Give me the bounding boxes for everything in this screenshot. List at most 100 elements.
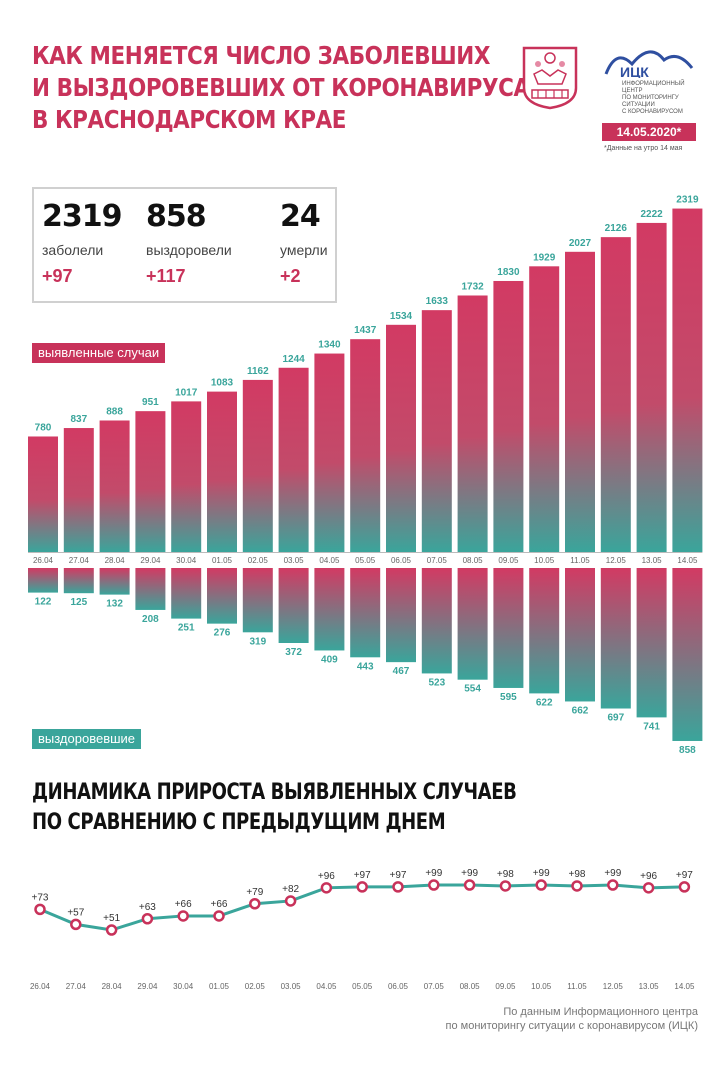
recovered-bar-02.05 xyxy=(242,568,273,633)
recovered-value-label: 858 xyxy=(679,745,696,756)
date-tick-label: 28.04 xyxy=(105,556,126,565)
recovered-bar-08.05 xyxy=(457,568,488,680)
cases-value-label: 2222 xyxy=(640,209,663,220)
date-tick-label: 11.05 xyxy=(570,556,590,565)
cases-bar-29.04 xyxy=(135,411,166,552)
growth-date-tick: 14.05 xyxy=(674,982,695,991)
cases-value-label: 1929 xyxy=(533,252,556,263)
cases-bars: 780 26.04 837 27.04 888 28.04 951 29.04 1017 30.0… xyxy=(28,195,703,565)
growth-point-14.05 xyxy=(678,881,691,893)
recovered-value-label: 208 xyxy=(142,614,159,625)
growth-point-03.05 xyxy=(284,895,297,907)
recovered-bar-11.05 xyxy=(565,568,595,702)
ick-logo: ИЦК Информационный центр по мониторингу … xyxy=(602,44,702,116)
recovered-bar-27.04 xyxy=(63,568,94,594)
date-tick-label: 01.05 xyxy=(212,556,233,565)
stat-deaths-delta: +2 xyxy=(280,266,301,286)
cases-value-label: 888 xyxy=(106,406,123,417)
growth-date-tick: 06.05 xyxy=(388,982,409,991)
source-note: По данным Информационного центра по мони… xyxy=(378,1005,698,1033)
cases-bar-10.05 xyxy=(529,266,560,552)
recovered-value-label: 523 xyxy=(428,677,445,688)
recovered-bar-05.05 xyxy=(350,568,381,658)
growth-point-12.05 xyxy=(607,879,619,891)
ick-org-name: Информационный центр по мониторингу ситу… xyxy=(622,81,702,116)
recovered-bar-14.05 xyxy=(672,568,703,741)
cases-value-label: 1830 xyxy=(497,267,520,278)
date-tick-label: 03.05 xyxy=(284,556,305,565)
date-tick-label: 07.05 xyxy=(427,556,448,565)
recovered-bar-01.05 xyxy=(207,568,237,624)
cases-bar-08.05 xyxy=(457,295,488,552)
stat-recovered-label: выздоровели xyxy=(146,242,232,258)
source-line-2: по мониторингу ситуации с коронавирусом … xyxy=(445,1020,698,1032)
recovered-bar-10.05 xyxy=(529,568,560,694)
growth-point-label: +96 xyxy=(640,871,657,882)
stat-recovered: 858 выздоровели +117 xyxy=(146,199,232,287)
cases-value-label: 2319 xyxy=(676,195,699,206)
growth-point-label: +66 xyxy=(211,899,228,910)
ick-org-line-2: по мониторингу ситуации xyxy=(622,95,679,108)
title-line-1: Как меняется число заболевших xyxy=(32,41,491,70)
cases-value-label: 780 xyxy=(35,422,52,433)
recovered-value-label: 132 xyxy=(106,599,123,610)
recovered-bar-03.05 xyxy=(278,568,309,643)
growth-point-11.05 xyxy=(571,880,583,892)
growth-point-01.05 xyxy=(213,910,225,922)
recovered-value-label: 319 xyxy=(249,636,266,647)
stat-deaths-label: умерли xyxy=(280,242,328,258)
growth-point-label: +98 xyxy=(497,869,514,880)
growth-point-27.04 xyxy=(70,918,82,931)
date-tick-label: 12.05 xyxy=(606,556,627,565)
growth-point-label: +57 xyxy=(67,907,84,918)
growth-date-tick: 10.05 xyxy=(531,982,552,991)
date-tick-label: 27.04 xyxy=(69,556,90,565)
cases-bar-09.05 xyxy=(493,280,524,552)
stat-deaths: 24 умерли +2 xyxy=(280,199,328,287)
cases-bar-05.05 xyxy=(350,339,381,552)
growth-date-tick: 11.05 xyxy=(567,982,587,991)
stat-cases-value: 2319 xyxy=(42,199,122,234)
growth-point-label: +99 xyxy=(533,868,550,879)
cases-bar-04.05 xyxy=(314,353,345,552)
stat-cases-delta: +97 xyxy=(42,266,73,286)
growth-point-05.05 xyxy=(356,881,368,893)
growth-point-label: +79 xyxy=(246,887,263,898)
recovered-bar-04.05 xyxy=(314,568,345,651)
growth-title-line-1: Динамика прироста выявленных случаев xyxy=(32,780,517,805)
recovered-value-label: 554 xyxy=(464,684,481,695)
growth-point-08.05 xyxy=(463,879,476,891)
growth-point-label: +99 xyxy=(604,868,621,879)
cases-legend-badge: выявленные случаи xyxy=(32,343,166,363)
cases-value-label: 1017 xyxy=(175,387,198,398)
growth-date-tick: 02.05 xyxy=(245,982,266,991)
recovered-bar-06.05 xyxy=(386,568,416,663)
recovered-value-label: 409 xyxy=(321,654,338,665)
krasnodar-coat-of-arms-icon xyxy=(522,46,578,110)
growth-title-line-2: по сравнению с предыдущим днем xyxy=(32,810,446,835)
growth-point-10.05 xyxy=(535,879,547,891)
recovered-value-label: 662 xyxy=(572,705,589,716)
growth-point-label: +51 xyxy=(103,913,120,924)
recovered-value-label: 251 xyxy=(178,623,195,634)
recovered-bars: 122 125 132 208 251 276 319 372 409 443 467 523 554 5… xyxy=(28,568,703,756)
ick-org-line-3: с коронавирусом xyxy=(622,109,683,115)
date-badge: 14.05.2020* xyxy=(602,123,696,141)
growth-date-tick: 12.05 xyxy=(603,982,624,991)
recovered-bar-26.04 xyxy=(28,568,58,593)
cases-bar-27.04 xyxy=(63,428,94,552)
recovered-value-label: 467 xyxy=(393,666,410,677)
growth-point-label: +98 xyxy=(569,869,586,880)
recovered-value-label: 122 xyxy=(35,597,52,608)
growth-date-tick: 13.05 xyxy=(639,982,660,991)
growth-date-tick: 29.04 xyxy=(137,982,158,991)
growth-date-tick: 27.04 xyxy=(66,982,87,991)
recovered-legend-badge: выздоровевшие xyxy=(32,729,142,749)
cases-bar-12.05 xyxy=(600,237,631,552)
growth-point-28.04 xyxy=(105,924,118,936)
growth-date-tick: 28.04 xyxy=(102,982,123,991)
date-tick-label: 09.05 xyxy=(498,556,519,565)
growth-date-tick: 08.05 xyxy=(460,982,481,991)
recovered-bar-13.05 xyxy=(636,568,667,718)
